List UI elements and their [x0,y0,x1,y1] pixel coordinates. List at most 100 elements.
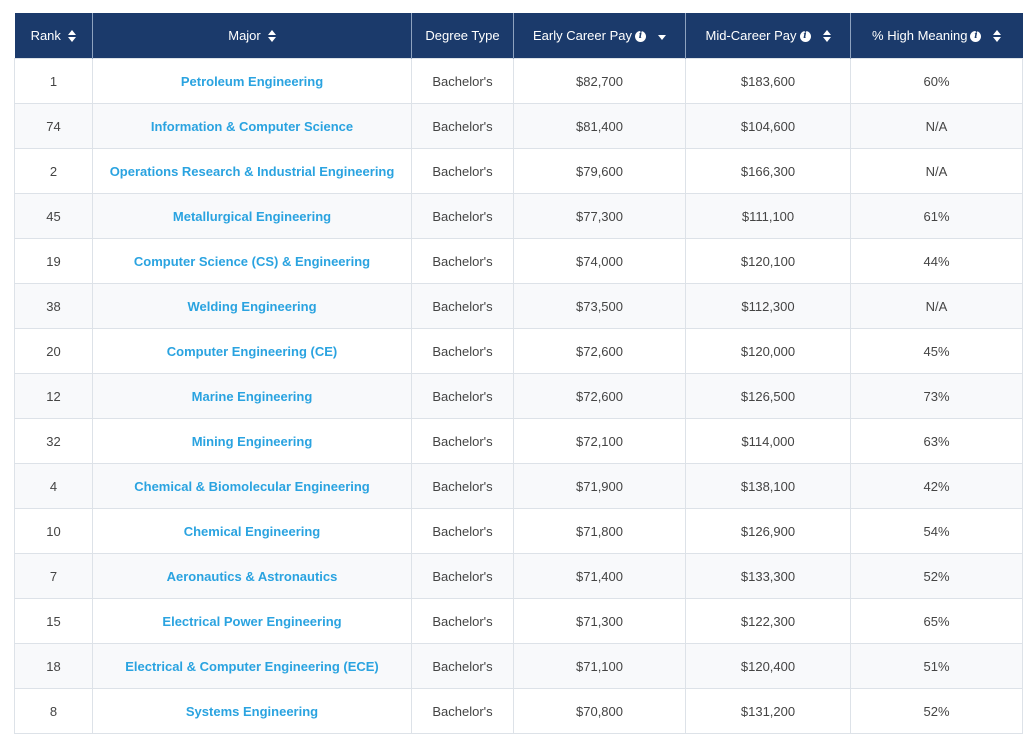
degree-type-cell: Bachelor's [411,643,514,689]
mid-career-pay-cell: $112,300 [685,283,851,329]
high-meaning-cell: 42% [850,463,1023,509]
mid-career-pay-cell: $120,400 [685,643,851,689]
degree-type-cell: Bachelor's [411,598,514,644]
table-row: 4 Chemical & Biomolecular Engineering Bach… [14,463,1023,509]
column-label: Rank [30,28,61,44]
mid-career-pay-cell: $120,000 [685,328,851,374]
rank-cell: 2 [14,148,93,194]
mid-career-pay-cell: $138,100 [685,463,851,509]
table-row: 18 Electrical & Computer Engineering (ECE… [14,643,1023,689]
table-row: 38 Welding Engineering Bachelor's $73,500 $1… [14,283,1023,329]
major-link[interactable]: Computer Engineering (CE) [92,328,412,374]
major-link[interactable]: Operations Research & Industrial Enginee… [92,148,412,194]
rank-cell: 10 [14,508,93,554]
early-career-pay-cell: $72,600 [513,328,686,374]
degree-type-cell: Bachelor's [411,193,514,239]
early-career-pay-cell: $79,600 [513,148,686,194]
info-icon[interactable]: i [799,30,811,42]
degree-type-cell: Bachelor's [411,283,514,329]
column-label: % High Meaning [872,28,968,44]
major-link[interactable]: Chemical Engineering [92,508,412,554]
high-meaning-cell: 52% [850,688,1023,734]
degree-type-cell: Bachelor's [411,328,514,374]
mid-career-pay-cell: $131,200 [685,688,851,734]
rank-cell: 32 [14,418,93,464]
mid-career-pay-cell: $166,300 [685,148,851,194]
rank-cell: 18 [14,643,93,689]
column-label: Degree Type [425,28,500,44]
column-header-rank[interactable]: Rank [14,13,93,59]
mid-career-pay-cell: $120,100 [685,238,851,284]
rank-cell: 12 [14,373,93,419]
sort-desc-icon[interactable] [657,30,666,42]
major-link[interactable]: Aeronautics & Astronautics [92,553,412,599]
rank-cell: 4 [14,463,93,509]
table-row: 10 Chemical Engineering Bachelor's $71,800 $… [14,508,1023,554]
major-link[interactable]: Petroleum Engineering [92,58,412,104]
rank-cell: 1 [14,58,93,104]
major-link[interactable]: Electrical Power Engineering [92,598,412,644]
early-career-pay-cell: $71,800 [513,508,686,554]
major-link[interactable]: Systems Engineering [92,688,412,734]
mid-career-pay-cell: $126,900 [685,508,851,554]
high-meaning-cell: 61% [850,193,1023,239]
early-career-pay-cell: $82,700 [513,58,686,104]
table-row: 2 Operations Research & Industrial Engine… [14,148,1023,194]
high-meaning-cell: 60% [850,58,1023,104]
mid-career-pay-cell: $111,100 [685,193,851,239]
table-header-row: Rank Major Degree Type Early Career Pay i… [14,13,1023,59]
degree-type-cell: Bachelor's [411,418,514,464]
table-row: 32 Mining Engineering Bachelor's $72,100 $11… [14,418,1023,464]
degree-type-cell: Bachelor's [411,373,514,419]
high-meaning-cell: 52% [850,553,1023,599]
early-career-pay-cell: $70,800 [513,688,686,734]
major-link[interactable]: Welding Engineering [92,283,412,329]
mid-career-pay-cell: $126,500 [685,373,851,419]
table-row: 20 Computer Engineering (CE) Bachelor's $72… [14,328,1023,374]
degree-type-cell: Bachelor's [411,238,514,284]
high-meaning-cell: N/A [850,103,1023,149]
major-link[interactable]: Computer Science (CS) & Engineering [92,238,412,284]
degree-type-cell: Bachelor's [411,508,514,554]
rank-cell: 8 [14,688,93,734]
rank-cell: 74 [14,103,93,149]
sort-arrows-icon[interactable] [822,30,831,43]
column-header-high-meaning[interactable]: % High Meaning i [850,13,1023,59]
table-row: 45 Metallurgical Engineering Bachelor's $77… [14,193,1023,239]
column-label: Mid-Career Pay [705,28,797,44]
info-icon[interactable]: i [970,30,982,42]
rank-cell: 38 [14,283,93,329]
early-career-pay-cell: $71,300 [513,598,686,644]
column-label: Major [228,28,261,44]
major-link[interactable]: Electrical & Computer Engineering (ECE) [92,643,412,689]
sort-arrows-icon[interactable] [993,30,1002,43]
high-meaning-cell: 44% [850,238,1023,284]
major-link[interactable]: Marine Engineering [92,373,412,419]
salary-table: Rank Major Degree Type Early Career Pay i… [14,13,1023,734]
mid-career-pay-cell: $183,600 [685,58,851,104]
high-meaning-cell: 65% [850,598,1023,644]
column-label: Early Career Pay [533,28,632,44]
sort-arrows-icon[interactable] [67,30,76,43]
early-career-pay-cell: $71,100 [513,643,686,689]
rank-cell: 19 [14,238,93,284]
major-link[interactable]: Chemical & Biomolecular Engineering [92,463,412,509]
high-meaning-cell: N/A [850,283,1023,329]
high-meaning-cell: 73% [850,373,1023,419]
rank-cell: 15 [14,598,93,644]
high-meaning-cell: 63% [850,418,1023,464]
high-meaning-cell: 54% [850,508,1023,554]
column-header-early-career-pay[interactable]: Early Career Pay i [513,13,686,59]
degree-type-cell: Bachelor's [411,688,514,734]
major-link[interactable]: Mining Engineering [92,418,412,464]
early-career-pay-cell: $81,400 [513,103,686,149]
info-icon[interactable]: i [634,30,646,42]
rank-cell: 45 [14,193,93,239]
mid-career-pay-cell: $133,300 [685,553,851,599]
early-career-pay-cell: $73,500 [513,283,686,329]
major-link[interactable]: Information & Computer Science [92,103,412,149]
major-link[interactable]: Metallurgical Engineering [92,193,412,239]
column-header-major[interactable]: Major [92,13,412,59]
column-header-mid-career-pay[interactable]: Mid-Career Pay i [685,13,851,59]
sort-arrows-icon[interactable] [267,30,276,43]
